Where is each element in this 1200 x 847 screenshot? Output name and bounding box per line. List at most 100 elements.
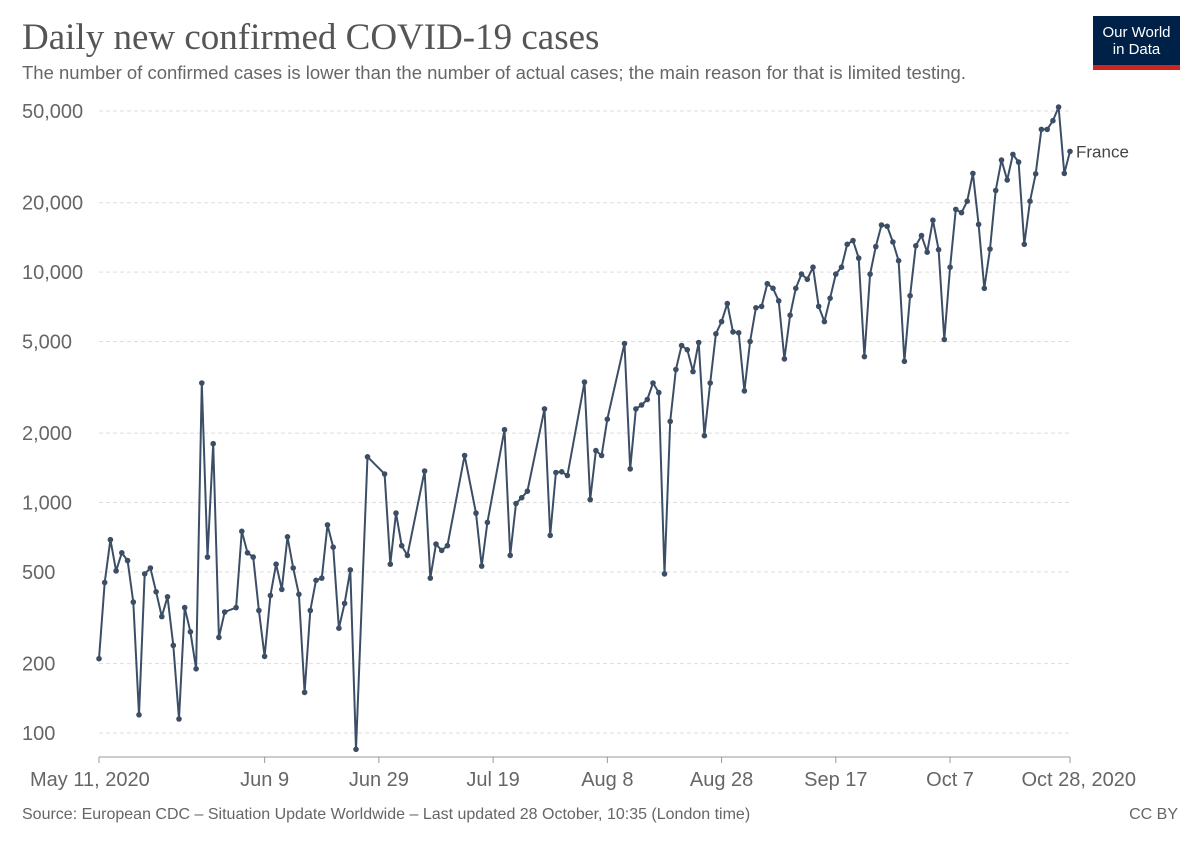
- data-point[interactable]: [656, 389, 662, 396]
- data-point[interactable]: [421, 468, 428, 474]
- data-point[interactable]: [1021, 241, 1028, 248]
- data-point[interactable]: [444, 542, 451, 549]
- series-label[interactable]: France: [1076, 142, 1129, 161]
- data-point[interactable]: [918, 232, 925, 239]
- data-point[interactable]: [541, 406, 548, 412]
- data-point[interactable]: [781, 356, 788, 362]
- data-point[interactable]: [667, 418, 673, 425]
- data-point[interactable]: [170, 642, 177, 649]
- data-point[interactable]: [107, 536, 114, 543]
- data-point[interactable]: [404, 552, 411, 559]
- data-point[interactable]: [770, 285, 776, 292]
- data-point[interactable]: [855, 255, 862, 261]
- data-point[interactable]: [513, 500, 519, 507]
- data-point[interactable]: [484, 519, 491, 526]
- data-point[interactable]: [844, 241, 850, 248]
- data-point[interactable]: [935, 246, 942, 253]
- data-point[interactable]: [210, 440, 216, 447]
- data-point[interactable]: [587, 496, 593, 503]
- data-point[interactable]: [221, 609, 228, 615]
- data-point[interactable]: [930, 217, 936, 223]
- data-point[interactable]: [627, 466, 633, 472]
- data-point[interactable]: [130, 599, 137, 605]
- data-point[interactable]: [507, 552, 513, 559]
- data-point[interactable]: [787, 312, 793, 319]
- data-point[interactable]: [347, 567, 354, 573]
- data-point[interactable]: [324, 522, 331, 528]
- data-point[interactable]: [164, 594, 171, 600]
- data-point[interactable]: [216, 634, 222, 641]
- data-point[interactable]: [461, 452, 468, 459]
- data-point[interactable]: [741, 388, 748, 394]
- data-point[interactable]: [501, 426, 508, 433]
- data-point[interactable]: [695, 339, 702, 346]
- data-point[interactable]: [267, 592, 274, 599]
- data-point[interactable]: [113, 568, 119, 574]
- data-point[interactable]: [821, 318, 828, 325]
- owid-logo[interactable]: Our World in Data: [1093, 16, 1180, 70]
- data-point[interactable]: [890, 239, 896, 245]
- data-point[interactable]: [1050, 117, 1056, 124]
- data-point[interactable]: [707, 380, 713, 386]
- data-point[interactable]: [1044, 126, 1050, 133]
- data-point[interactable]: [273, 561, 279, 567]
- data-point[interactable]: [1015, 159, 1022, 165]
- data-point[interactable]: [136, 712, 142, 718]
- data-point[interactable]: [199, 380, 205, 386]
- data-point[interactable]: [992, 187, 999, 194]
- data-point[interactable]: [713, 331, 719, 337]
- data-point[interactable]: [638, 402, 645, 408]
- data-point[interactable]: [793, 285, 799, 292]
- data-point[interactable]: [284, 534, 291, 540]
- data-point[interactable]: [621, 340, 628, 347]
- data-point[interactable]: [581, 379, 588, 385]
- data-point[interactable]: [427, 575, 434, 581]
- data-point[interactable]: [319, 575, 325, 581]
- data-point[interactable]: [833, 271, 839, 277]
- data-point[interactable]: [261, 653, 268, 660]
- data-point[interactable]: [176, 716, 182, 722]
- data-point[interactable]: [473, 510, 479, 516]
- data-point[interactable]: [884, 223, 890, 230]
- data-point[interactable]: [124, 557, 131, 564]
- data-point[interactable]: [279, 586, 285, 593]
- data-point[interactable]: [947, 264, 953, 271]
- data-point[interactable]: [901, 358, 908, 365]
- data-point[interactable]: [141, 571, 148, 577]
- data-point[interactable]: [718, 318, 725, 325]
- data-point[interactable]: [553, 469, 559, 476]
- data-point[interactable]: [753, 305, 759, 311]
- data-point[interactable]: [433, 541, 439, 547]
- data-point[interactable]: [153, 589, 159, 595]
- license-link[interactable]: CC BY: [1129, 806, 1178, 823]
- data-point[interactable]: [1010, 151, 1016, 158]
- data-point[interactable]: [775, 298, 782, 304]
- data-point[interactable]: [256, 607, 262, 614]
- data-point[interactable]: [1032, 171, 1039, 177]
- data-point[interactable]: [684, 347, 691, 353]
- data-point[interactable]: [867, 271, 873, 277]
- data-point[interactable]: [747, 338, 753, 345]
- data-point[interactable]: [907, 292, 913, 299]
- data-point[interactable]: [633, 406, 639, 412]
- data-point[interactable]: [644, 396, 651, 403]
- data-point[interactable]: [147, 565, 154, 571]
- data-point[interactable]: [987, 246, 993, 252]
- data-point[interactable]: [690, 368, 696, 375]
- data-point[interactable]: [159, 613, 165, 620]
- data-point[interactable]: [1027, 198, 1033, 204]
- data-point[interactable]: [810, 264, 816, 271]
- data-point[interactable]: [701, 432, 708, 439]
- data-point[interactable]: [313, 577, 319, 584]
- data-point[interactable]: [301, 689, 308, 696]
- data-point[interactable]: [678, 342, 685, 349]
- data-point[interactable]: [558, 469, 565, 475]
- data-point[interactable]: [341, 600, 348, 607]
- data-point[interactable]: [250, 554, 256, 560]
- data-point[interactable]: [193, 666, 199, 672]
- data-point[interactable]: [1004, 177, 1010, 183]
- data-point[interactable]: [524, 488, 531, 495]
- data-point[interactable]: [878, 222, 885, 228]
- data-point[interactable]: [181, 604, 188, 611]
- data-point[interactable]: [204, 554, 211, 560]
